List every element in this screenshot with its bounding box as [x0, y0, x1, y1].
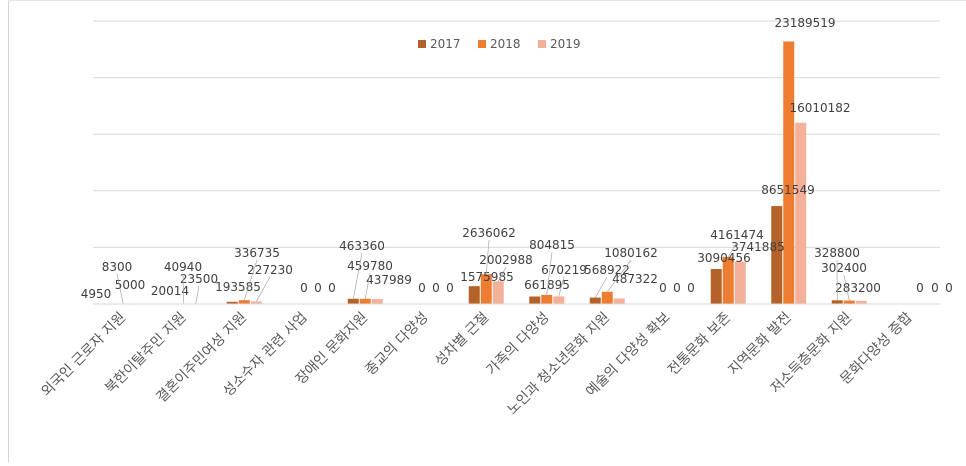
bar	[348, 299, 359, 304]
bar	[469, 286, 480, 304]
category-label: 종교의 다양성	[362, 310, 431, 379]
bar	[529, 297, 540, 304]
category-label: 성차별 근절	[432, 310, 492, 370]
legend-label: 2017	[430, 37, 461, 51]
data-label: 193585	[215, 280, 261, 294]
data-label: 8651549	[761, 183, 814, 197]
category-label: 전통문화 보존	[665, 309, 734, 378]
bar	[844, 301, 855, 304]
legend-label: 2019	[550, 37, 581, 51]
data-label: 8300	[102, 260, 133, 274]
data-label: 459780	[347, 259, 393, 273]
data-label: 0	[300, 281, 308, 295]
data-label: 23189519	[774, 16, 835, 30]
data-label: 328800	[814, 246, 860, 260]
data-label: 302400	[821, 261, 867, 275]
data-label: 336735	[234, 246, 280, 260]
data-label: 3741885	[731, 240, 784, 254]
data-label: 670219	[541, 263, 587, 277]
frame-border-top	[8, 0, 966, 1]
bar	[771, 206, 782, 304]
data-label: 0	[446, 281, 454, 295]
data-label: 0	[432, 281, 440, 295]
legend-swatch	[478, 40, 486, 48]
bar	[493, 281, 504, 304]
bar	[711, 269, 722, 304]
data-label: 0	[418, 281, 426, 295]
bar	[360, 299, 371, 304]
bar	[602, 292, 613, 304]
legend-label: 2018	[490, 37, 521, 51]
bar	[795, 123, 806, 304]
data-label: 0	[328, 281, 336, 295]
data-label: 4950	[81, 287, 112, 301]
legend-swatch	[538, 40, 546, 48]
frame-border-left	[8, 0, 9, 462]
data-label: 463360	[339, 239, 385, 253]
data-label: 0	[314, 281, 322, 295]
data-label: 23500	[180, 272, 218, 286]
gridlines	[93, 21, 940, 247]
bar	[590, 298, 601, 304]
data-label: 0	[673, 281, 681, 295]
data-label: 437989	[366, 273, 412, 287]
data-label: 487322	[612, 272, 658, 286]
category-label: 노인과 청소년문화 지원	[504, 310, 613, 419]
data-label: 2636062	[462, 226, 515, 240]
data-label: 0	[945, 281, 953, 295]
bar	[735, 262, 746, 304]
data-label: 0	[687, 281, 695, 295]
bar	[553, 296, 564, 304]
data-label: 0	[659, 281, 667, 295]
bar	[783, 41, 794, 304]
data-label: 283200	[835, 281, 881, 295]
bar	[372, 299, 383, 304]
data-label: 1080162	[604, 246, 657, 260]
bar	[239, 300, 250, 304]
bar	[832, 300, 843, 304]
legend-swatch	[418, 40, 426, 48]
legend: 2017 2018 2019	[418, 37, 581, 51]
data-label: 804815	[529, 238, 575, 252]
data-label: 16010182	[789, 101, 850, 115]
data-label: 1575985	[460, 270, 513, 284]
leader-line	[196, 286, 199, 304]
bar	[614, 298, 625, 304]
data-label: 0	[931, 281, 939, 295]
bar	[541, 295, 552, 304]
data-label: 0	[916, 281, 924, 295]
